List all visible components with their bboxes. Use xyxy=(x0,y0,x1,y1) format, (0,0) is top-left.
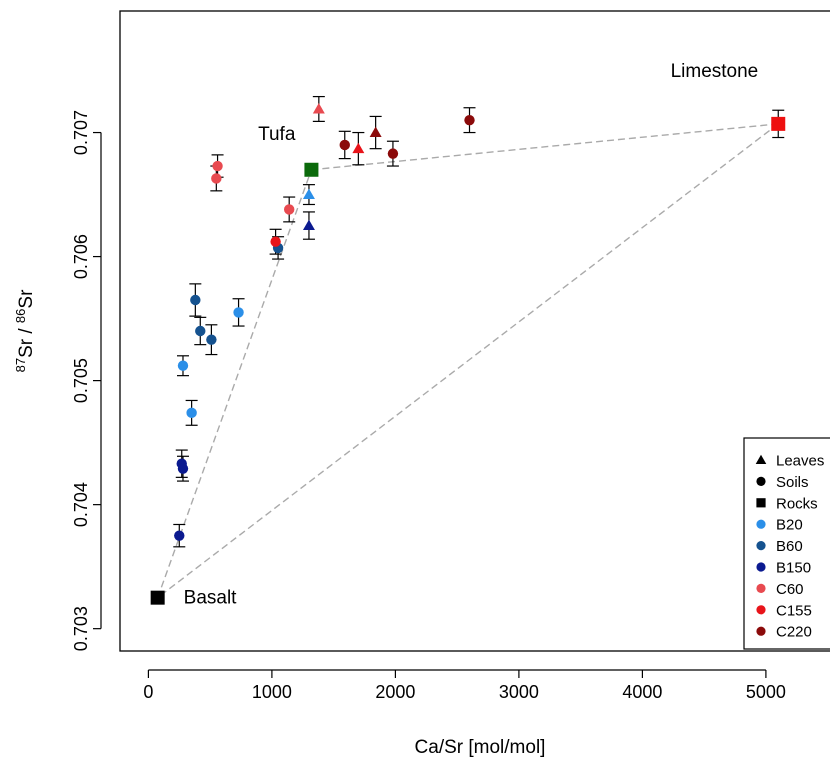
point-c155-soil xyxy=(270,236,281,247)
y-axis-title-sup1: 87 xyxy=(13,358,28,372)
y-tick-label: 0.707 xyxy=(71,110,91,155)
y-axis: 0.703 0.704 0.705 0.706 0.707 xyxy=(71,110,102,651)
legend-marker-rocks xyxy=(756,498,766,508)
legend-item-soils: Soils xyxy=(756,474,809,491)
y-tick-label: 0.703 xyxy=(71,606,91,651)
legend-marker-c60 xyxy=(756,583,766,594)
point-b150-soil xyxy=(174,530,185,541)
y-axis-title-post: Sr xyxy=(16,289,37,309)
y-axis-title: 87Sr / 86Sr xyxy=(13,289,37,372)
legend-label-c220: C220 xyxy=(776,624,812,641)
legend-marker-leaves xyxy=(755,454,767,464)
rock-marker-limestone xyxy=(771,116,786,131)
legend-label-b150: B150 xyxy=(776,560,811,577)
annotation-basalt: Basalt xyxy=(184,588,238,609)
rock-marker-tufa xyxy=(304,162,319,177)
legend-marker-soils xyxy=(756,476,766,486)
legend-label-b60: B60 xyxy=(776,538,803,555)
point-c220-leaf xyxy=(369,126,382,138)
x-tick-label: 5000 xyxy=(746,682,786,702)
plot-frame xyxy=(119,10,830,652)
markers xyxy=(150,103,786,605)
y-tick-label: 0.705 xyxy=(71,358,91,403)
point-b20-soil xyxy=(177,360,189,371)
legend-marker-b60 xyxy=(756,541,766,551)
legend-label-c155: C155 xyxy=(776,602,812,619)
legend-item-c60: C60 xyxy=(756,581,804,598)
legend-item-c155: C155 xyxy=(756,602,812,619)
point-c60-soil xyxy=(212,160,223,172)
point-b20-soil xyxy=(186,407,197,419)
legend-label-b20: B20 xyxy=(776,517,803,534)
rock-marker-basalt xyxy=(150,590,165,605)
point-b150-soil xyxy=(177,463,189,474)
x-axis: 0 1000 2000 3000 4000 5000 xyxy=(143,669,786,702)
legend-item-b60: B60 xyxy=(756,538,803,555)
legend-label-soils: Soils xyxy=(776,474,809,491)
point-b20-soil xyxy=(233,307,244,318)
point-c220-soil xyxy=(464,114,475,126)
mixing-line-limestone-basalt xyxy=(157,123,779,599)
point-c220-soil xyxy=(339,139,350,151)
legend: Leaves Soils Rocks B20 B60 B150 C60 C155 C220 xyxy=(743,437,830,650)
mixing-lines xyxy=(157,123,779,599)
annotation-limestone: Limestone xyxy=(671,61,759,82)
x-tick-label: 0 xyxy=(143,682,153,702)
point-b150-leaf xyxy=(302,219,315,231)
mixing-line-basalt-tufa xyxy=(157,169,313,598)
x-axis-title: Ca/Sr [mol/mol] xyxy=(415,737,546,758)
point-b60-soil xyxy=(190,294,201,306)
x-tick-label: 4000 xyxy=(622,682,662,702)
point-b60-soil xyxy=(195,325,206,337)
x-tick-label: 1000 xyxy=(252,682,292,702)
legend-marker-b20 xyxy=(756,519,766,529)
error-bars xyxy=(173,95,785,548)
legend-marker-c155 xyxy=(756,605,766,615)
point-c60-soil xyxy=(211,173,222,184)
legend-marker-b150 xyxy=(756,562,766,572)
point-b60-soil xyxy=(206,334,217,345)
mixing-line-tufa-limestone xyxy=(311,123,779,171)
legend-item-b20: B20 xyxy=(756,517,803,534)
x-tick-label: 3000 xyxy=(499,682,539,702)
point-b20-leaf xyxy=(302,188,315,200)
point-c60-leaf xyxy=(312,103,325,114)
legend-item-c220: C220 xyxy=(756,624,812,641)
y-axis-title-sup2: 86 xyxy=(13,309,28,323)
legend-item-rocks: Rocks xyxy=(756,495,818,512)
y-tick-label: 0.706 xyxy=(71,234,91,279)
y-axis-title-mid: Sr / xyxy=(16,323,37,358)
point-c220-soil xyxy=(387,148,399,159)
legend-item-leaves: Leaves xyxy=(755,453,824,470)
rock-annotations: Basalt Tufa Limestone xyxy=(184,61,759,609)
legend-label-leaves: Leaves xyxy=(776,453,824,470)
annotation-tufa: Tufa xyxy=(258,124,296,145)
point-c60-soil xyxy=(283,204,295,215)
y-tick-label: 0.704 xyxy=(71,482,91,527)
legend-marker-c220 xyxy=(756,626,766,636)
legend-label-rocks: Rocks xyxy=(776,495,818,512)
legend-label-c60: C60 xyxy=(776,581,804,598)
point-c155-leaf xyxy=(352,142,365,154)
legend-item-b150: B150 xyxy=(756,560,811,577)
x-tick-label: 2000 xyxy=(375,682,415,702)
